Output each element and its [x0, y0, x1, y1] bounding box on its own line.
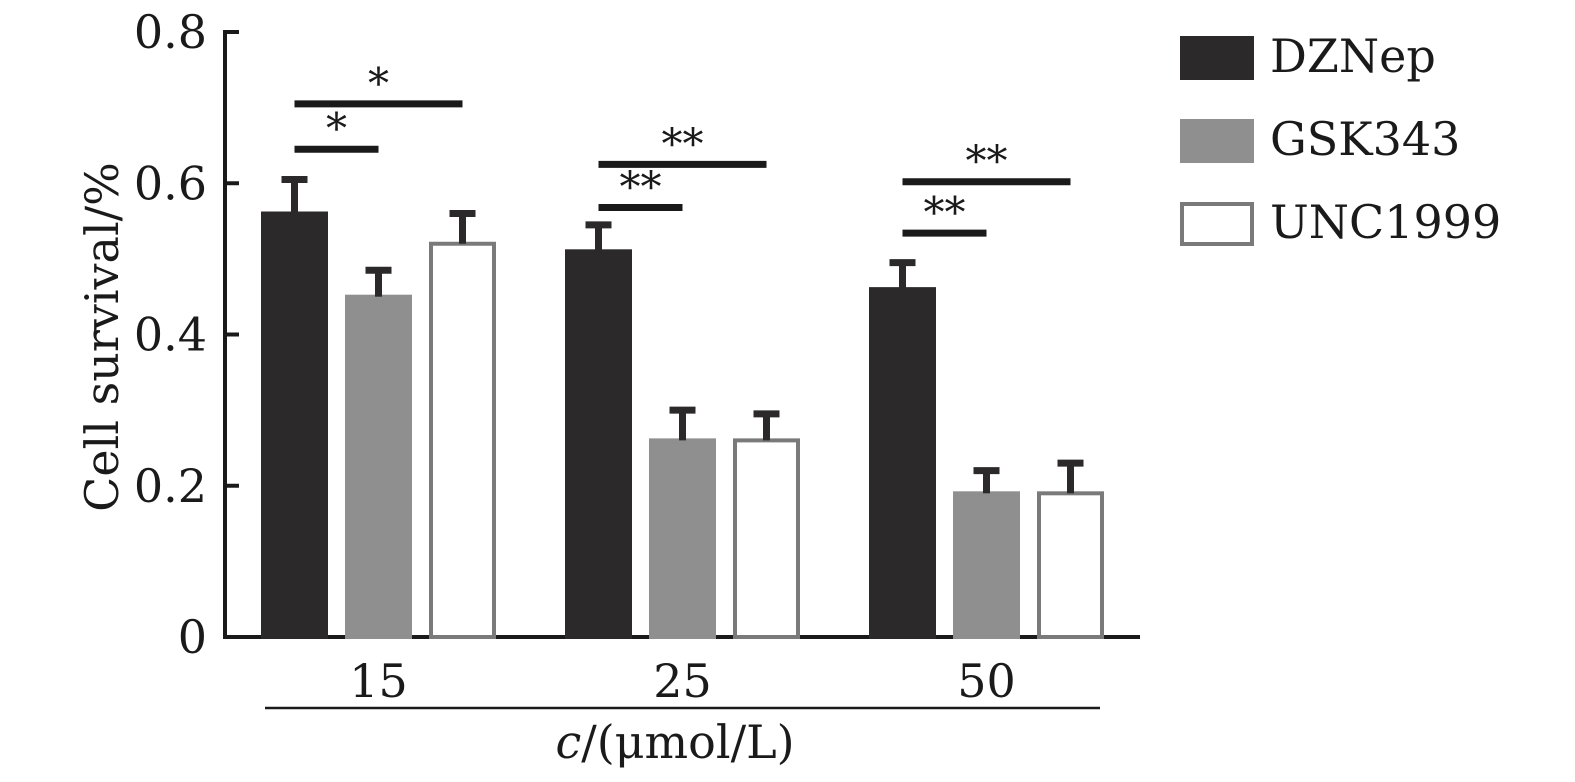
legend: DZNep GSK343 UNC1999	[1180, 29, 1501, 249]
x-tick-label: 15	[349, 654, 408, 708]
x-axis-label-unit: /(μmol/L)	[581, 715, 794, 769]
y-tick-label: 0.6	[134, 156, 207, 210]
bar-dznep-15	[261, 211, 328, 639]
significance-layer: **********	[294, 59, 1071, 237]
x-tick-label: 50	[957, 654, 1016, 708]
bar-dznep-25	[565, 249, 632, 639]
legend-swatch-unc1999	[1180, 202, 1254, 246]
x-tick-label: 25	[653, 654, 712, 708]
bar-unc1999-50	[1037, 491, 1104, 639]
bar-gsk343-25	[649, 438, 716, 639]
y-tick-label: 0.2	[134, 459, 207, 513]
bar-unc1999-15	[429, 241, 496, 639]
y-axis-label: Cell survival/%	[75, 162, 129, 512]
significance-label: **	[662, 119, 704, 168]
bar-unc1999-25	[733, 438, 800, 639]
legend-label-unc1999: UNC1999	[1270, 195, 1501, 249]
legend-label-dznep: DZNep	[1270, 29, 1436, 83]
bars-layer	[261, 175, 1104, 639]
significance-label: **	[924, 188, 966, 237]
legend-label-gsk343: GSK343	[1270, 112, 1460, 166]
x-axis-label-variable: c	[555, 715, 581, 769]
significance-label: **	[966, 137, 1008, 186]
bar-gsk343-15	[345, 294, 412, 639]
legend-swatch-dznep	[1180, 36, 1254, 80]
x-axis-label: c/(μmol/L)	[555, 715, 794, 769]
significance-label: **	[620, 162, 662, 211]
significance-label: *	[326, 104, 347, 153]
significance-label: *	[368, 59, 389, 108]
x-tick-labels: 15 25 50	[349, 654, 1016, 708]
bar-gsk343-50	[953, 491, 1020, 639]
y-tick-label: 0.4	[134, 308, 207, 362]
y-tick-labels: 0 0.2 0.4 0.6 0.8	[134, 5, 207, 664]
legend-swatch-gsk343	[1180, 119, 1254, 163]
bar-dznep-50	[869, 287, 936, 639]
y-tick-label: 0	[178, 610, 207, 664]
y-tick-label: 0.8	[134, 5, 207, 59]
